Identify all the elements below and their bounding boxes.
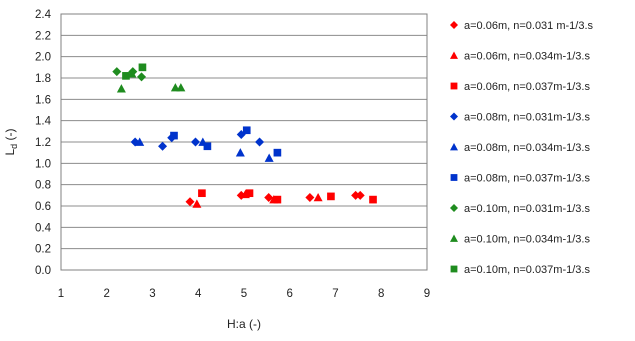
x-tick-label: 8: [378, 288, 384, 300]
legend-label: a=0.10m, n=0.034m-1/3.s: [464, 234, 590, 246]
x-tick-label: 5: [241, 288, 247, 300]
data-point: [192, 199, 202, 208]
y-tick-label: 0.4: [35, 222, 52, 234]
data-point: [170, 131, 178, 140]
y-axis-title: Ld (-): [3, 128, 19, 155]
legend-marker: [450, 204, 458, 212]
data-point: [191, 137, 201, 147]
data-point: [355, 190, 365, 200]
gridlines: [61, 34, 427, 250]
y-tick-label: 1.0: [35, 158, 51, 170]
x-tick-label: 3: [149, 288, 155, 300]
data-point: [351, 190, 361, 200]
data-point: [135, 137, 145, 146]
y-axis-title-subscript: d: [9, 144, 19, 149]
data-point: [313, 192, 323, 202]
data-point: [138, 63, 147, 72]
legend-label: a=0.10m, n=0.037m-1/3.s: [464, 264, 590, 276]
data-point: [327, 192, 335, 201]
legend-marker: [450, 265, 458, 273]
data-point: [203, 142, 212, 151]
legend-label: a=0.08m, n=0.031m-1/3.s: [464, 112, 590, 124]
data-point: [185, 197, 195, 207]
data-point: [116, 84, 126, 93]
y-tick-label: 0.6: [35, 201, 51, 213]
legend-marker: [450, 21, 458, 29]
y-tick-label: 1.8: [35, 73, 51, 85]
y-tick-label: 1.2: [35, 137, 51, 149]
axis-ticks: 0.0 0.2 0.4 0.6 0.8 1.0 1.2 1.4 1.6 1.8 2.0 2.2 2.4 1…: [35, 9, 430, 300]
y-tick-label: 2.4: [35, 9, 52, 21]
plot-area-frame: [60, 13, 428, 271]
y-tick-label: 0.0: [35, 265, 51, 277]
x-tick-label: 7: [332, 288, 338, 300]
y-tick-label: 2.0: [35, 52, 51, 64]
data-point: [158, 141, 168, 151]
legend-label: a=0.06m, n=0.037m-1/3.s: [464, 81, 590, 93]
x-axis-title: H:a (-): [227, 317, 261, 331]
legend-marker: [450, 51, 458, 59]
legend: a=0.06m, n=0.031 m-1/3.s a=0.06m, n=0.034…: [450, 20, 594, 276]
y-axis-title-main: L: [3, 149, 17, 156]
x-tick-label: 9: [424, 288, 430, 300]
x-tick-label: 2: [104, 288, 110, 300]
x-tick-label: 6: [287, 288, 293, 300]
x-tick-label: 1: [58, 288, 64, 300]
data-point: [273, 148, 282, 157]
legend-label: a=0.06m, n=0.031 m-1/3.s: [464, 20, 594, 32]
legend-marker: [450, 174, 458, 181]
legend-marker: [450, 82, 458, 90]
data-point: [137, 72, 147, 82]
y-axis-title-tail: (-): [3, 128, 17, 143]
data-point: [273, 195, 282, 204]
data-point: [264, 153, 274, 162]
y-tick-label: 1.4: [35, 116, 52, 128]
legend-marker: [450, 143, 458, 151]
data-point: [112, 67, 122, 77]
y-tick-label: 2.2: [35, 30, 51, 42]
y-tick-label: 1.6: [35, 94, 51, 106]
data-point: [122, 72, 130, 80]
legend-marker: [450, 234, 458, 242]
data-point: [369, 195, 377, 204]
legend-label: a=0.06m, n=0.034m-1/3.s: [464, 51, 590, 63]
data-point: [264, 192, 274, 202]
data-point: [255, 137, 265, 147]
legend-label: a=0.10m, n=0.031m-1/3.s: [464, 203, 590, 215]
y-tick-label: 0.8: [35, 180, 51, 192]
data-point: [235, 148, 245, 157]
x-tick-label: 4: [195, 288, 202, 300]
y-tick-label: 0.2: [35, 244, 51, 256]
legend-marker: [450, 112, 458, 121]
data-point: [245, 189, 254, 198]
data-markers: [112, 63, 377, 208]
data-point: [176, 83, 186, 92]
data-point: [198, 189, 206, 198]
data-point: [242, 126, 251, 135]
legend-label: a=0.08m, n=0.034m-1/3.s: [464, 142, 590, 154]
data-point: [305, 192, 315, 202]
legend-label: a=0.08m, n=0.037m-1/3.s: [464, 173, 590, 185]
